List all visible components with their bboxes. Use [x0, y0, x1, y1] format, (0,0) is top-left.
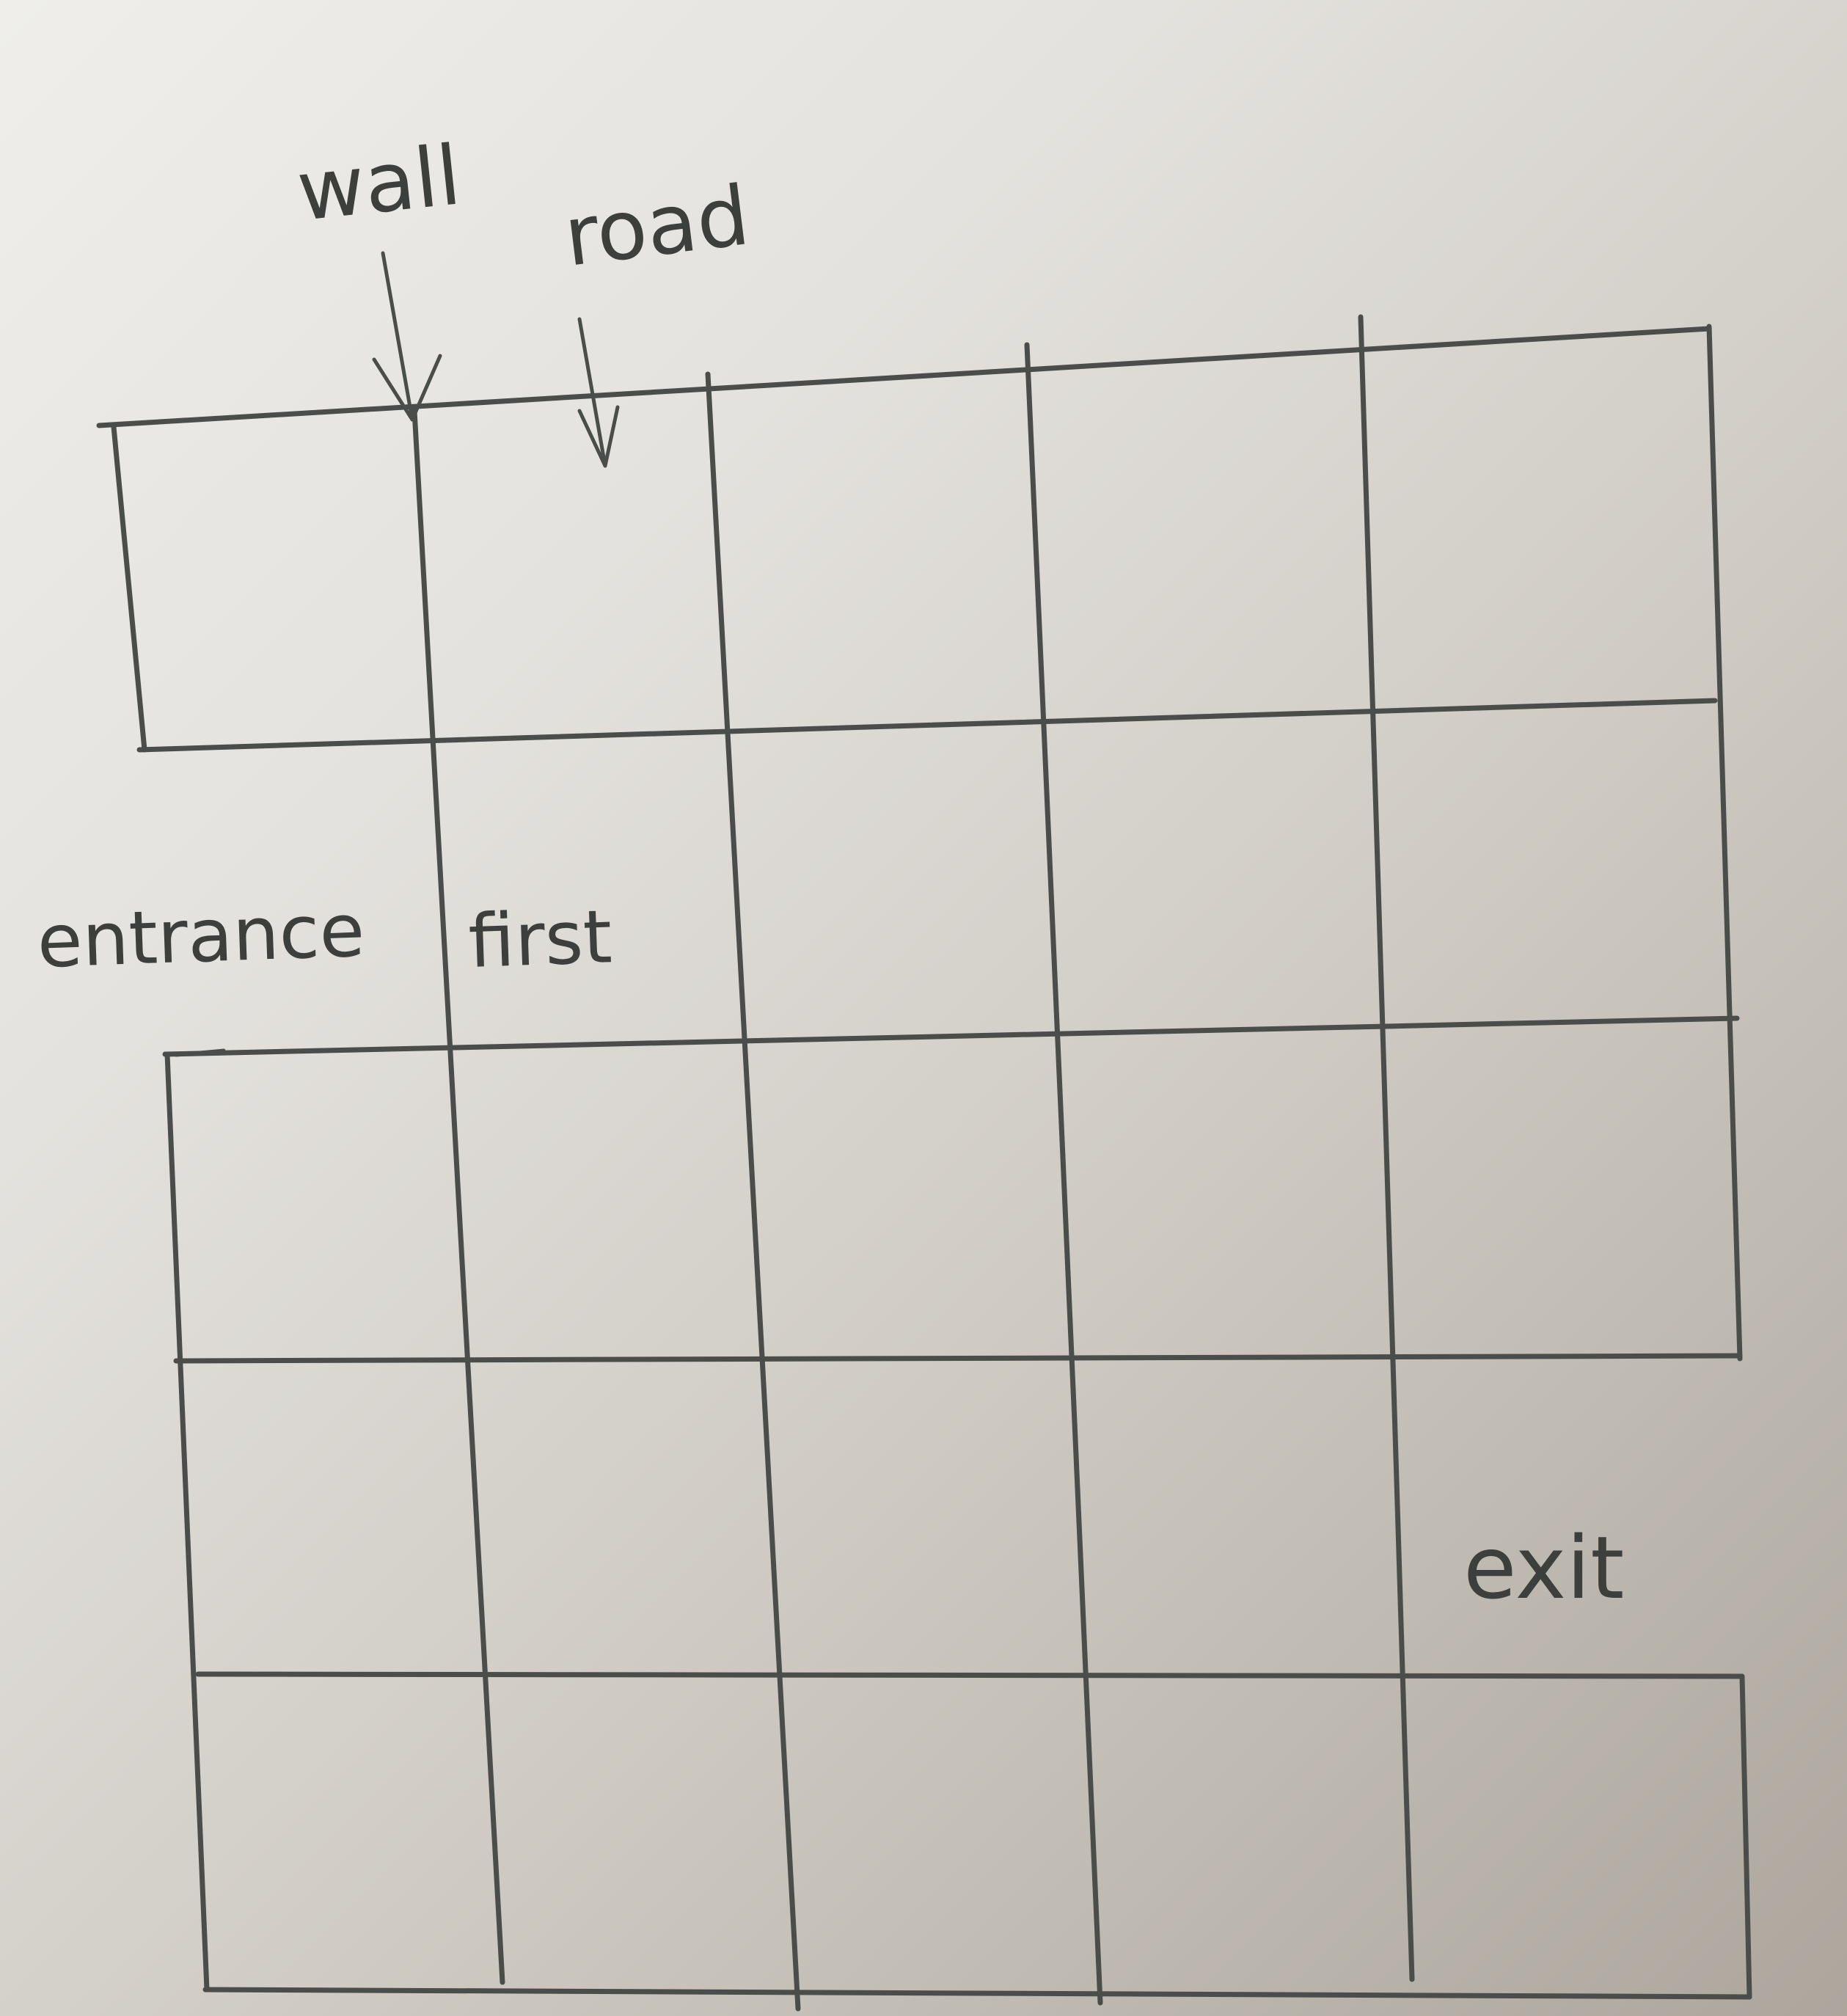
- grid-line-row1-bottom: [136, 698, 1718, 753]
- label-road: road: [559, 168, 754, 285]
- grid-line-col3: [1024, 342, 1103, 2006]
- grid-line-row2-bottom: [162, 1015, 1740, 1057]
- label-exit: exit: [1463, 1517, 1624, 1618]
- horizontal-lines: [96, 326, 1752, 2000]
- grid-line-left-upper: [111, 424, 147, 753]
- label-first: first: [467, 894, 613, 985]
- wall-arrow-shaft: [381, 251, 414, 422]
- grid-line-row4-bottom: [195, 1671, 1745, 1679]
- grid-line-col4: [1358, 314, 1415, 1982]
- grid-line-right-upper: [1706, 324, 1743, 1362]
- grid-line-left-lower: [164, 1051, 210, 1993]
- grid-line-col2: [705, 371, 801, 2012]
- grid-line-bottom: [202, 1987, 1752, 2000]
- road-arrow-head: [577, 405, 620, 468]
- grid-line-col1: [412, 408, 505, 1985]
- vertical-lines: [111, 314, 1752, 2012]
- wall-arrow: [372, 251, 442, 422]
- entrance-mark: [174, 1048, 226, 1057]
- label-wall: wall: [293, 128, 465, 240]
- road-arrow-shaft: [577, 317, 607, 468]
- grid-line-row3-bottom: [173, 1353, 1743, 1364]
- grid-line-top: [96, 326, 1712, 428]
- grid-line-right-lower: [1739, 1673, 1752, 2000]
- wall-arrow-head: [372, 354, 442, 422]
- label-entrance: entrance: [36, 887, 366, 985]
- road-arrow: [577, 317, 620, 468]
